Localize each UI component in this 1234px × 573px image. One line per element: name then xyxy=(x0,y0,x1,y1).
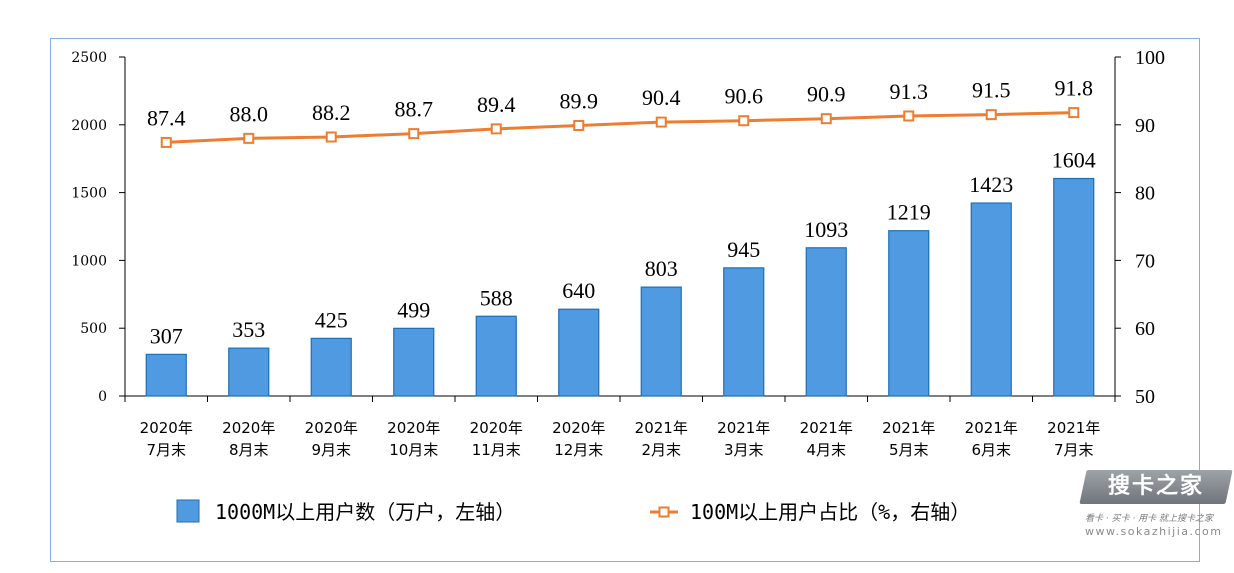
line-series xyxy=(160,107,1080,148)
bar xyxy=(475,315,517,397)
left-tick-label: 500 xyxy=(80,321,107,337)
line-value-label: 90.9 xyxy=(807,82,846,107)
watermark-url: www.sokazhijia.com xyxy=(1085,525,1223,538)
x-tick-label: 2020年 9月末 xyxy=(305,419,358,459)
x-tick-label: 2021年 3月末 xyxy=(717,419,770,459)
line-marker xyxy=(1068,107,1080,119)
left-tick-label: 1500 xyxy=(71,186,107,202)
left-tick-label: 0 xyxy=(98,389,107,405)
bar-value-label: 1423 xyxy=(969,172,1013,197)
bar xyxy=(1053,177,1095,397)
bar xyxy=(393,327,435,397)
x-tick-label: 2020年 12月末 xyxy=(552,419,605,459)
line-value-label: 91.8 xyxy=(1055,76,1094,101)
left-tick-label: 1000 xyxy=(71,253,107,269)
line-marker xyxy=(738,115,750,127)
right-tick-label: 60 xyxy=(1135,318,1155,340)
right-tick-label: 70 xyxy=(1135,250,1155,272)
line-value-label: 91.3 xyxy=(890,79,929,104)
legend-bar-label: 1000M以上用户数（万户，左轴） xyxy=(215,500,515,524)
line-marker xyxy=(903,110,915,122)
bar xyxy=(145,353,187,397)
right-tick-label: 90 xyxy=(1135,115,1155,137)
left-tick-label: 2500 xyxy=(71,50,107,66)
bar xyxy=(723,267,765,397)
line-value-label: 87.4 xyxy=(147,105,186,130)
bar xyxy=(310,337,352,397)
bar xyxy=(970,202,1012,397)
bar xyxy=(888,230,930,397)
x-tick-label: 2021年 4月末 xyxy=(800,419,853,459)
watermark-logo: 搜卡之家 xyxy=(1079,470,1233,504)
line-marker xyxy=(490,123,502,135)
x-tick-label: 2020年 11月末 xyxy=(470,419,523,459)
x-tick-label: 2021年 7月末 xyxy=(1047,419,1100,459)
legend-line-marker xyxy=(658,506,670,518)
legend-line-label: 100M以上用户占比（%，右轴） xyxy=(690,500,970,524)
right-tick-label: 80 xyxy=(1135,183,1155,205)
right-tick-label: 50 xyxy=(1135,386,1155,408)
line-value-label: 88.2 xyxy=(312,100,351,125)
x-tick-label: 2020年 10月末 xyxy=(387,419,440,459)
bar-value-label: 353 xyxy=(232,317,265,342)
bar xyxy=(228,347,270,397)
bar-value-label: 803 xyxy=(645,256,678,281)
bar-value-label: 1604 xyxy=(1052,147,1096,172)
bar xyxy=(558,308,600,397)
line-marker xyxy=(655,116,667,128)
x-tick-label: 2021年 2月末 xyxy=(635,419,688,459)
line-path xyxy=(166,111,1074,144)
bar-value-label: 640 xyxy=(562,278,595,303)
x-tick-label: 2021年 5月末 xyxy=(882,419,935,459)
left-tick-label: 2000 xyxy=(71,118,107,134)
line-marker xyxy=(243,132,255,144)
line-marker xyxy=(325,131,337,143)
line-value-label: 91.5 xyxy=(972,78,1011,103)
watermark-tagline: 看卡 · 买卡 · 用卡 就上搜卡之家 xyxy=(1085,514,1214,524)
chart-frame xyxy=(50,38,1200,562)
bar-value-label: 1219 xyxy=(887,200,931,225)
bar-value-label: 425 xyxy=(315,307,348,332)
legend-bar-swatch xyxy=(176,499,200,523)
line-marker xyxy=(573,119,585,131)
line-value-label: 89.9 xyxy=(560,88,599,113)
bar-value-label: 945 xyxy=(727,237,760,262)
line-value-label: 89.4 xyxy=(477,92,516,117)
bar xyxy=(805,247,847,397)
line-value-label: 88.0 xyxy=(230,101,269,126)
line-marker xyxy=(160,136,172,148)
line-value-label: 90.4 xyxy=(642,85,681,110)
data-labels: 307 353 425 499 588 640 803 945 1093 1219 1423 1604… xyxy=(147,76,1096,349)
legend: 1000M以上用户数（万户，左轴） 100M以上用户占比（%，右轴） xyxy=(176,499,970,524)
line-marker xyxy=(408,128,420,140)
line-value-label: 90.6 xyxy=(725,84,764,109)
x-tick-label: 2021年 6月末 xyxy=(965,419,1018,459)
axes: 0 500 1000 1500 2000 2500 50 60 70 80 90 100 2020年 7月… xyxy=(71,47,1165,459)
x-tick-label: 2020年 8月末 xyxy=(222,419,275,459)
line-marker xyxy=(820,113,832,125)
bar-series xyxy=(145,177,1095,397)
bar-value-label: 588 xyxy=(480,285,513,310)
line-value-label: 88.7 xyxy=(395,97,434,122)
bar-value-label: 499 xyxy=(397,297,430,322)
bar xyxy=(640,286,682,397)
right-tick-label: 100 xyxy=(1135,47,1165,69)
bar-value-label: 307 xyxy=(150,323,183,348)
x-tick-label: 2020年 7月末 xyxy=(140,419,193,459)
watermark: 搜卡之家 看卡 · 买卡 · 用卡 就上搜卡之家 www.sokazhijia.… xyxy=(1075,462,1234,544)
line-marker xyxy=(985,109,997,121)
bar-value-label: 1093 xyxy=(804,217,848,242)
